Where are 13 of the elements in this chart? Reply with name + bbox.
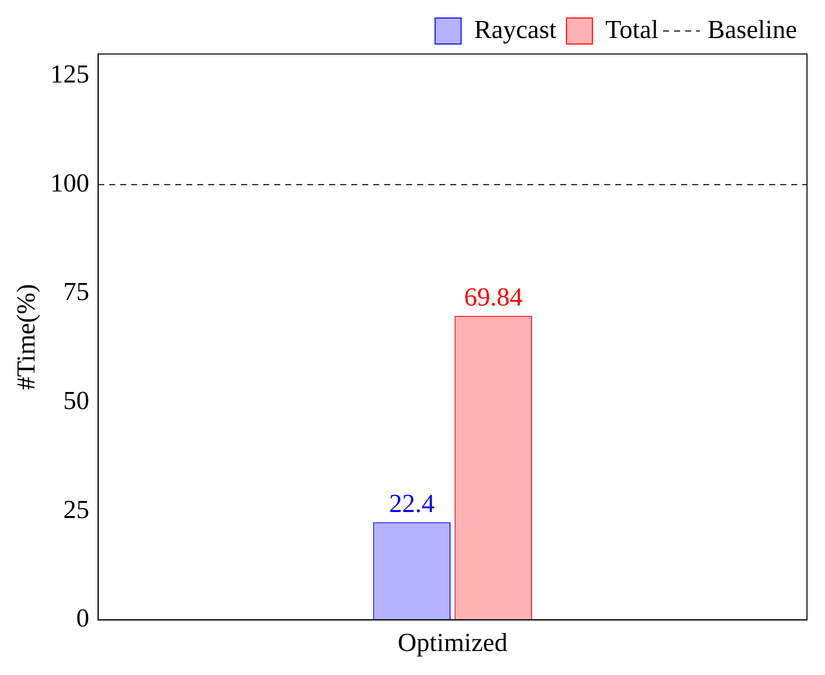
y-tick-label: 50 <box>63 386 90 416</box>
legend-label: Total <box>605 14 658 44</box>
y-tick-label: 75 <box>63 277 90 306</box>
legend-label: Raycast <box>474 14 558 44</box>
y-tick-label: 125 <box>50 60 90 89</box>
y-tick-label: 25 <box>63 494 90 524</box>
y-axis-title: #Time(%) <box>11 284 40 390</box>
data-label: 22.4 <box>389 489 435 518</box>
legend-label: Baseline <box>707 14 798 44</box>
y-tick-label: 0 <box>76 604 90 633</box>
x-tick-label: Optimized <box>398 628 508 658</box>
data-label: 69.84 <box>464 282 523 312</box>
y-tick-label: 100 <box>50 168 90 198</box>
